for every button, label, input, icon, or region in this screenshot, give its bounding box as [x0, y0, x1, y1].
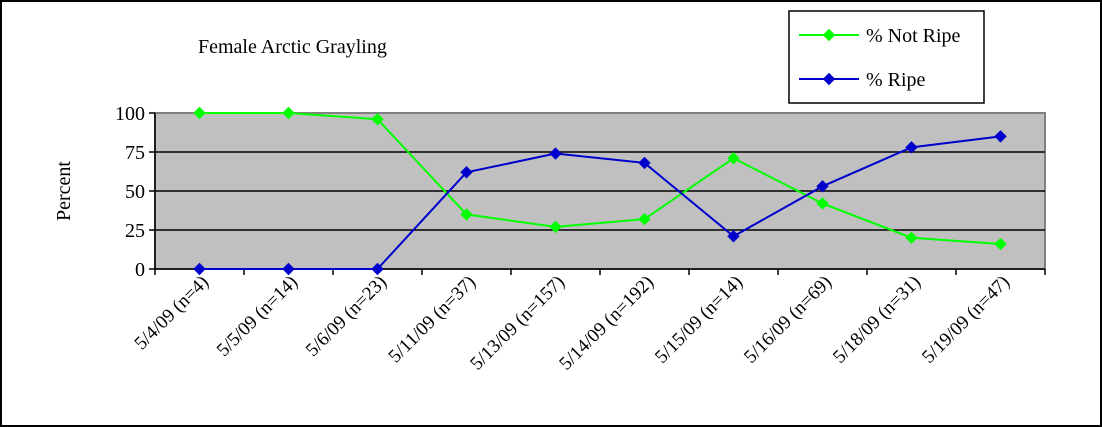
data-point: [905, 231, 918, 245]
data-point: [282, 106, 295, 120]
x-tick-label: 5/6/09 (n=23): [302, 272, 391, 361]
data-point: [371, 262, 384, 276]
x-tick-label: 5/11/09 (n=37): [385, 272, 480, 367]
y-tick-label: 25: [125, 220, 145, 242]
data-point: [460, 208, 473, 221]
legend-label: % Not Ripe: [866, 25, 961, 47]
legend-box: [788, 10, 985, 104]
data-point: [193, 262, 206, 276]
x-tick-label: 5/18/09 (n=31): [829, 272, 925, 368]
series-layer: [193, 106, 1007, 276]
series-line-1: [199, 112, 1001, 246]
x-tick-label: 5/13/09 (n=157): [466, 272, 569, 375]
x-tick-label: 5/14/09 (n=192): [555, 272, 658, 375]
legend-marker: [822, 72, 836, 86]
y-tick-label: 75: [125, 142, 145, 164]
data-point: [816, 197, 829, 210]
y-tick-label: 100: [115, 103, 145, 125]
x-tick-label: 5/15/09 (n=14): [651, 272, 747, 368]
data-point: [460, 166, 473, 179]
data-point: [549, 220, 562, 234]
data-point: [727, 230, 740, 243]
data-point: [638, 156, 651, 170]
data-point: [727, 152, 740, 165]
grid-lines: [155, 151, 1045, 231]
y-tick-label: 0: [135, 259, 145, 281]
x-tick-label: 5/4/09 (n=4): [131, 272, 214, 355]
y-tick-label: 50: [125, 181, 145, 203]
data-point: [994, 237, 1007, 251]
chart-title: Female Arctic Grayling: [198, 36, 387, 58]
data-point: [193, 106, 206, 120]
legend-label: % Ripe: [866, 69, 926, 91]
legend-marker: [822, 28, 836, 42]
x-tick-label: 5/16/09 (n=69): [740, 272, 836, 368]
data-point: [549, 147, 562, 160]
data-point: [638, 212, 651, 226]
data-point: [371, 113, 384, 126]
x-tick-label: 5/19/09 (n=47): [918, 272, 1014, 368]
legend: % Not Ripe % Ripe: [788, 10, 985, 104]
y-axis-label: Percent: [53, 161, 75, 221]
data-point: [905, 141, 918, 154]
series-line-2: [199, 135, 1001, 270]
data-point: [816, 180, 829, 193]
x-tick-label: 5/5/09 (n=14): [213, 272, 302, 361]
data-point: [994, 130, 1007, 143]
data-point: [282, 262, 295, 276]
